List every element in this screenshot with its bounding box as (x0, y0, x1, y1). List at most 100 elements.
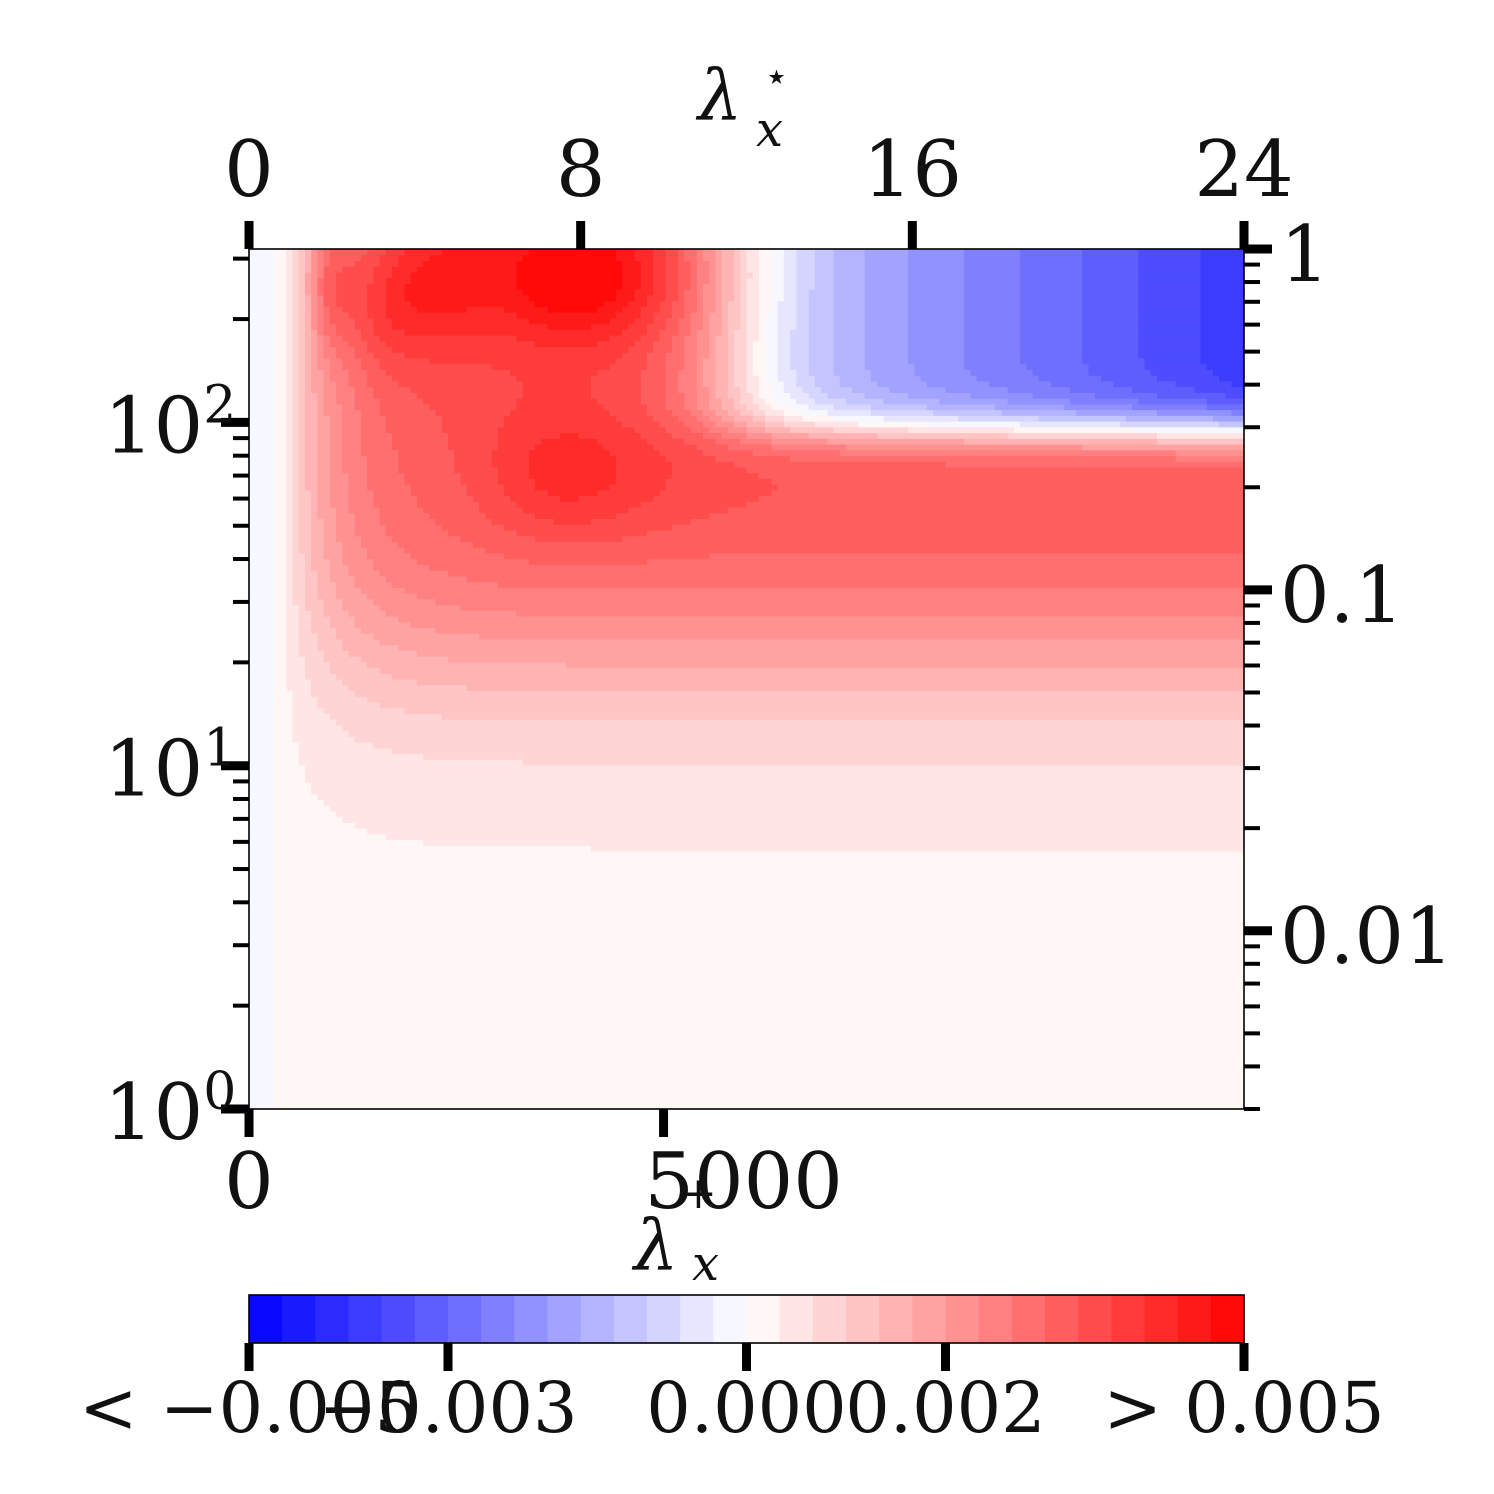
heatmap-cell (914, 363, 965, 370)
heatmap-cell (317, 300, 325, 307)
heatmap-cell (286, 254, 294, 262)
heatmap-cell (249, 403, 275, 411)
heatmap-cell (286, 289, 294, 296)
heatmap-cell (286, 403, 294, 411)
heatmap-cell (653, 495, 760, 502)
heatmap-cell (298, 535, 312, 542)
heatmap-cell (721, 254, 735, 262)
heatmap-cell (640, 501, 748, 508)
heatmap-cell (304, 398, 319, 405)
heatmap-cell (665, 392, 685, 399)
heatmap-cell (653, 289, 667, 296)
heatmap-cell (771, 432, 810, 439)
heatmap-cell (329, 254, 362, 262)
heatmap-cell (317, 340, 325, 348)
heatmap-cell (752, 346, 766, 353)
heatmap-cell (1013, 426, 1133, 434)
heatmap-cell (964, 340, 1021, 348)
heatmap-cell (665, 375, 679, 382)
heatmap-cell (472, 541, 1244, 548)
heatmap-cell (317, 352, 325, 359)
heatmap-cell (273, 380, 287, 388)
heatmap-cell (286, 294, 294, 302)
heatmap-cell (709, 415, 723, 422)
heatmap-cell (696, 249, 704, 256)
heatmap-cell (746, 357, 754, 365)
heatmap-cell (304, 283, 312, 290)
heatmap-cell (1020, 254, 1083, 262)
heatmap-cell (1144, 363, 1208, 370)
heatmap-cell (597, 489, 661, 497)
heatmap-cell (379, 570, 449, 577)
heatmap-cell (771, 271, 785, 279)
heatmap-cell (715, 249, 723, 256)
heatmap-cell (765, 398, 779, 405)
heatmap-cell (454, 466, 499, 474)
heatmap-cell (802, 386, 822, 393)
heatmap-cell (653, 317, 667, 325)
heatmap-cell (329, 466, 343, 474)
heatmap-cell (311, 375, 325, 382)
heatmap-cell (292, 398, 300, 405)
heatmap-cell (715, 294, 723, 302)
heatmap-cell (771, 294, 785, 302)
heatmap-cell (323, 249, 331, 256)
heatmap-cell (740, 266, 748, 273)
heatmap-cell (385, 312, 517, 319)
heatmap-cell (597, 369, 642, 376)
heatmap-cell (522, 289, 617, 296)
heatmap-cell (273, 317, 287, 325)
heatmap-cell (671, 335, 685, 342)
heatmap-cell (591, 386, 642, 393)
heatmap-cell (304, 392, 319, 399)
heatmap-cell (647, 363, 667, 370)
heatmap-cell (1007, 386, 1071, 393)
heatmap-cell (286, 449, 294, 456)
heatmap-cell (547, 489, 598, 497)
heatmap-cell (323, 409, 343, 416)
heatmap-cell (367, 484, 412, 491)
heatmap-cell (808, 369, 835, 376)
heatmap-cell (796, 289, 810, 296)
heatmap-cell (665, 323, 679, 330)
heatmap-cell (298, 507, 312, 514)
heatmap-cell (497, 466, 530, 474)
heatmap-cell (734, 461, 947, 468)
heatmap-cell (796, 283, 816, 290)
heatmap-cell (273, 707, 294, 714)
heatmap-cell (311, 380, 325, 388)
heatmap-cell (448, 443, 499, 451)
heatmap-cell (329, 260, 356, 267)
heatmap-cell (292, 421, 300, 428)
heatmap-cell (249, 650, 275, 657)
heatmap-cell (292, 558, 306, 565)
heatmap-cell (1200, 283, 1244, 290)
heatmap-cell (410, 489, 468, 497)
heatmap-cell (273, 753, 300, 760)
heatmap-cell (373, 317, 393, 325)
heatmap-cell (796, 254, 816, 262)
heatmap-cell (292, 730, 350, 737)
heatmap-cell (273, 925, 1244, 932)
heatmap-cell (758, 266, 772, 273)
heatmap-cell (273, 787, 312, 795)
heatmap-cell (758, 254, 772, 262)
heatmap-cell (342, 363, 362, 370)
heatmap-cell (273, 277, 287, 284)
heatmap-cell (273, 856, 1244, 864)
colorbar-swatch (647, 1295, 681, 1343)
heatmap-cell (317, 357, 331, 365)
heatmap-cell (771, 443, 847, 451)
heatmap-cell (665, 254, 679, 262)
heatmap-cell (286, 478, 294, 485)
heatmap-cell (249, 862, 275, 869)
heatmap-cell (734, 283, 741, 290)
heatmap-cell (249, 1045, 275, 1053)
heatmap-cell (273, 455, 287, 462)
heatmap-cell (298, 615, 312, 623)
heatmap-cell (740, 289, 748, 296)
heatmap-cell (908, 340, 965, 348)
heatmap-cell (665, 403, 685, 411)
top-axis-title-main: λ (695, 55, 742, 137)
heatmap-cell (615, 289, 636, 296)
